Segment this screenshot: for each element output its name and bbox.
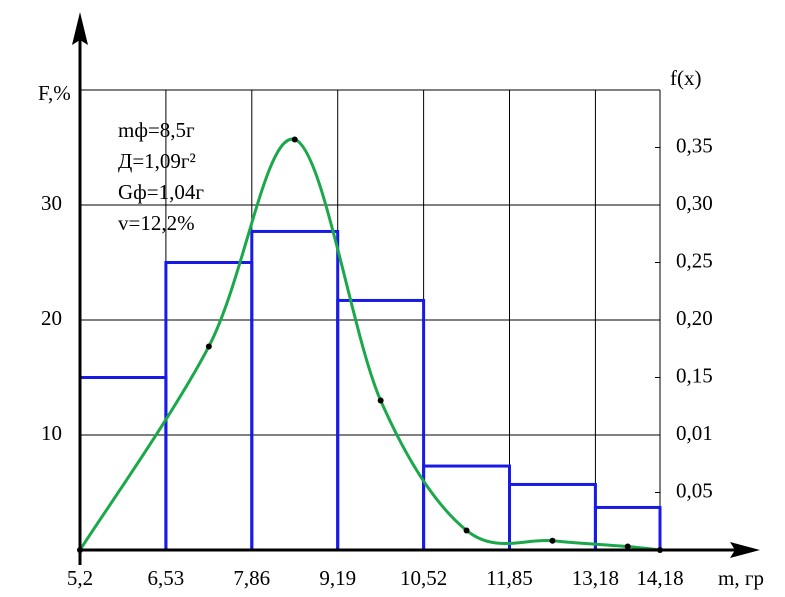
bar bbox=[164, 261, 254, 552]
y-tick-label: 20 bbox=[41, 306, 62, 330]
x-axis-label: m, гр bbox=[718, 566, 764, 590]
y-axis-label: F,% bbox=[38, 81, 71, 105]
x-tick-label: 13,18 bbox=[572, 566, 619, 590]
bar bbox=[336, 298, 426, 552]
y2-tick-label: 0,25 bbox=[676, 248, 713, 272]
curve-point bbox=[205, 343, 212, 350]
curve-point bbox=[291, 136, 298, 143]
annotation: v=12,2% bbox=[118, 211, 195, 235]
x-tick-label: 11,85 bbox=[486, 566, 532, 590]
curve-point bbox=[624, 543, 631, 550]
y2-tick-label: 0,35 bbox=[676, 133, 713, 157]
bar bbox=[422, 464, 512, 552]
y2-tick-label: 0,05 bbox=[676, 478, 713, 502]
y2-tick-label: 0,01 bbox=[676, 421, 713, 445]
x-tick-label: 9,19 bbox=[319, 566, 356, 590]
y2-axis-label: f(x) bbox=[670, 66, 701, 90]
y2-tick-label: 0,15 bbox=[676, 363, 713, 387]
curve-point bbox=[463, 527, 470, 534]
annotation: mф=8,5г bbox=[118, 118, 195, 142]
y-axis-arrow bbox=[72, 12, 88, 45]
x-axis-arrow bbox=[730, 542, 760, 558]
y-tick-label: 10 bbox=[41, 421, 62, 445]
x-tick-label: 10,52 bbox=[400, 566, 447, 590]
annotation: Д=1,09г² bbox=[118, 149, 196, 173]
bar bbox=[78, 376, 168, 552]
x-tick-label: 6,53 bbox=[148, 566, 185, 590]
x-tick-label: 5,2 bbox=[67, 566, 93, 590]
curve-point bbox=[377, 397, 384, 404]
y-tick-label: 30 bbox=[41, 191, 62, 215]
bar bbox=[250, 229, 340, 552]
annotation: Gф=1,04г bbox=[118, 180, 204, 204]
y2-tick-label: 0,30 bbox=[676, 191, 713, 215]
x-tick-label: 7,86 bbox=[233, 566, 270, 590]
y2-tick-label: 0,20 bbox=[676, 306, 713, 330]
curve-point bbox=[549, 537, 556, 544]
x-tick-label: 14,18 bbox=[636, 566, 683, 590]
